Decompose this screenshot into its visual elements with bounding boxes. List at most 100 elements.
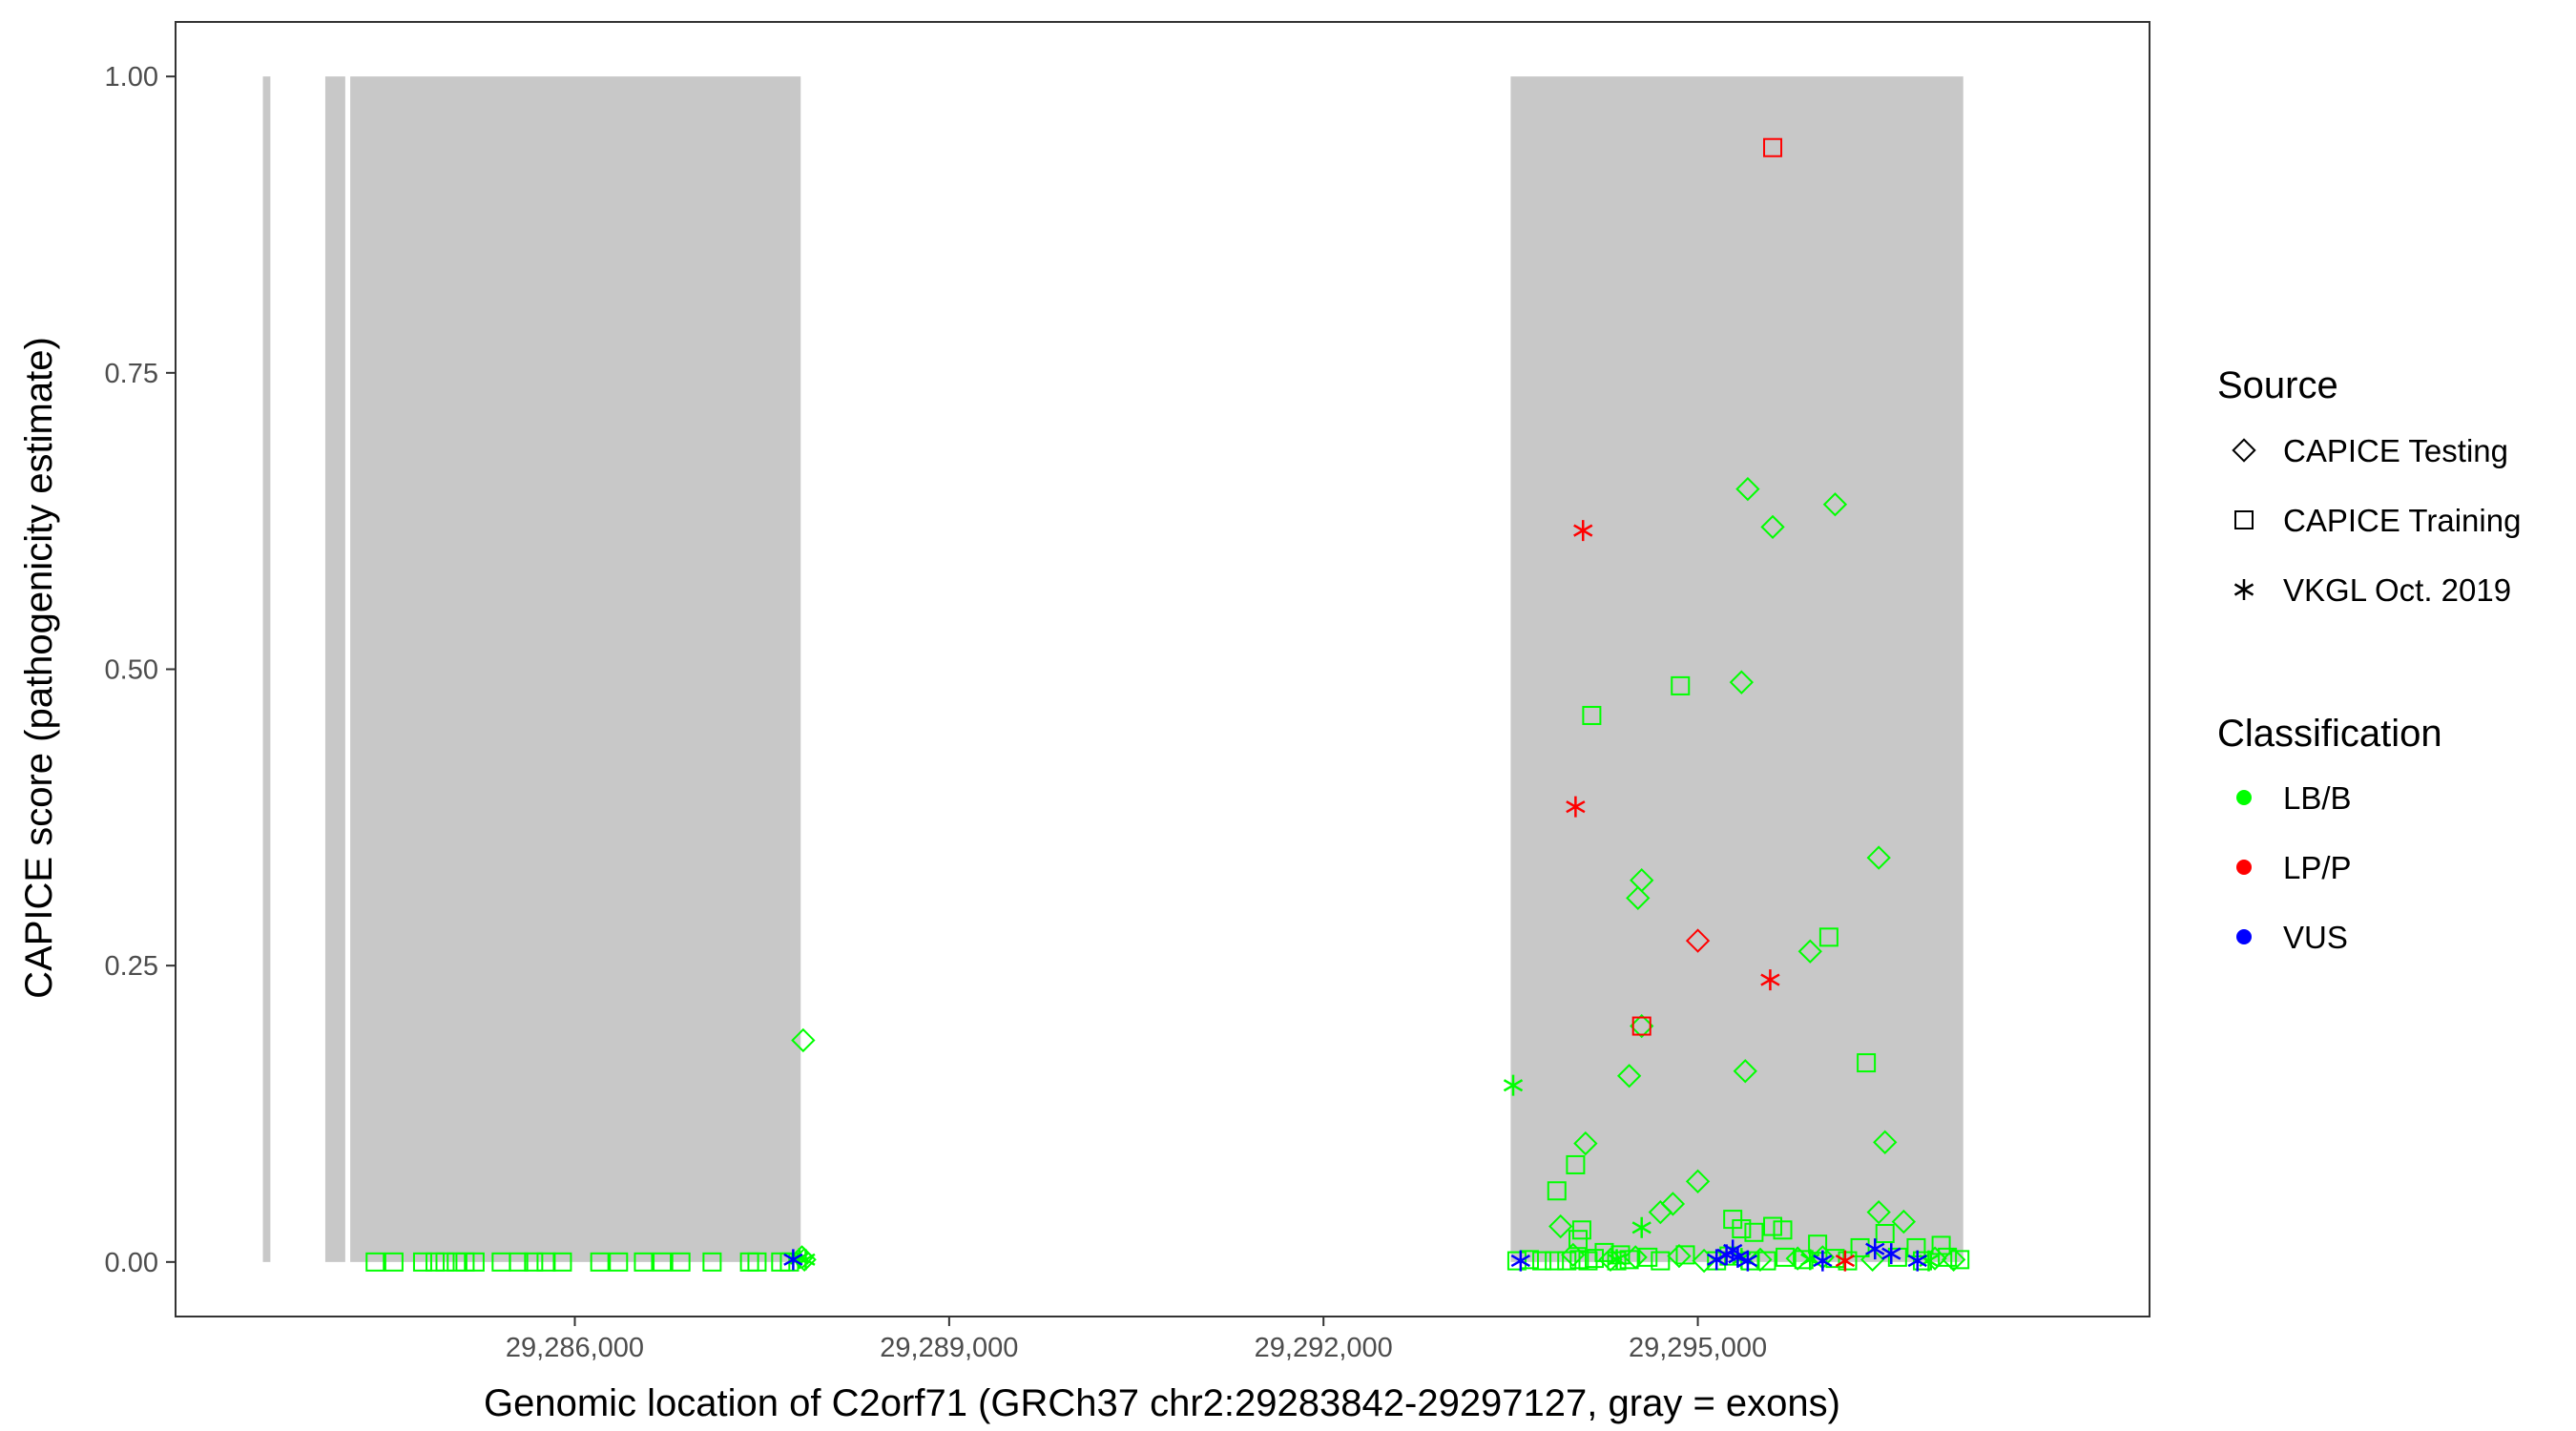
data-point-diamond [1630, 1013, 1654, 1039]
legend-classification-items: LB/B LP/P VUS [2236, 780, 2352, 955]
data-point-square [653, 1252, 673, 1272]
data-point-diamond [1626, 885, 1651, 911]
data-point-square [1931, 1235, 1951, 1255]
y-tick-label: 0.25 [105, 951, 158, 982]
legend-key-color [2236, 929, 2252, 944]
data-point-square [1651, 1251, 1671, 1271]
data-point-square [509, 1252, 529, 1272]
data-point-square [1857, 1053, 1877, 1073]
legend-key-diamond [2232, 438, 2256, 463]
x-tick-label: 29,292,000 [1255, 1333, 1393, 1363]
data-point-square [1773, 1220, 1793, 1240]
data-point-diamond [1822, 492, 1848, 517]
data-point-square [671, 1252, 691, 1272]
data-point-square [384, 1252, 404, 1272]
x-tick-label: 29,289,000 [880, 1333, 1018, 1363]
exon-band-1 [262, 76, 271, 1262]
data-point-diamond [1735, 476, 1760, 502]
data-point-square [609, 1252, 629, 1272]
data-point-square [1638, 1247, 1658, 1267]
data-point-square [412, 1252, 432, 1272]
data-point-diamond [1866, 1199, 1891, 1225]
legend-key-color [2236, 790, 2252, 805]
y-axis: 0.00 0.25 0.50 0.75 1.00 [105, 62, 176, 1278]
data-point-square [1906, 1237, 1926, 1257]
data-point-square [1732, 1219, 1752, 1239]
x-axis-title: Genomic location of C2orf71 (GRCh37 chr2… [484, 1382, 1840, 1424]
data-point-asterisk [1510, 1250, 1531, 1272]
data-point-square [590, 1252, 610, 1272]
data-point-square [1557, 1251, 1577, 1271]
data-point-square [1818, 927, 1839, 947]
data-point-square [747, 1252, 767, 1272]
data-point-square [1582, 705, 1602, 725]
data-point-asterisk [1573, 520, 1593, 542]
data-point-square [1545, 1251, 1565, 1271]
data-point-diamond [1548, 1213, 1573, 1239]
data-point-square [1585, 1249, 1605, 1269]
x-tick-label: 29,286,000 [506, 1333, 644, 1363]
data-point-diamond [1797, 939, 1822, 964]
data-point-square [1756, 1251, 1776, 1271]
data-point-diamond [1685, 1169, 1711, 1193]
data-point-square [435, 1252, 455, 1272]
y-tick-label: 0.75 [105, 359, 158, 389]
legend-label: LB/B [2283, 780, 2352, 816]
data-point-square [465, 1252, 485, 1272]
legend-title-classification: Classification [2217, 713, 2442, 755]
data-point-asterisk [1835, 1250, 1856, 1272]
data-point-square [1568, 1230, 1589, 1250]
data-point-square [365, 1252, 385, 1272]
data-point-square [1566, 1154, 1586, 1174]
data-point-square [702, 1252, 722, 1272]
exon-band-layer [262, 76, 1963, 1262]
data-point-square [1619, 1250, 1639, 1270]
data-point-diamond [1873, 1130, 1898, 1154]
data-point-asterisk [1907, 1250, 1927, 1272]
data-point-square [1506, 1251, 1527, 1271]
data-point-square [524, 1252, 544, 1272]
data-point-diamond [1667, 1243, 1692, 1269]
data-point-diamond [1729, 670, 1755, 695]
data-point-square [1763, 1216, 1783, 1236]
data-point-diamond [1733, 1059, 1757, 1084]
y-tick-label: 1.00 [105, 62, 158, 93]
data-point-diamond [1573, 1130, 1598, 1156]
data-point-diamond [1891, 1209, 1917, 1234]
data-point-square [1547, 1181, 1567, 1201]
data-point-square [634, 1252, 654, 1272]
data-point-square [1850, 1237, 1870, 1257]
data-point-diamond [1648, 1199, 1672, 1225]
data-point-asterisk [783, 1249, 803, 1271]
legend-key-color [2236, 860, 2252, 875]
data-point-square [1532, 1251, 1552, 1271]
data-point-square [552, 1252, 572, 1272]
data-point-diamond [1785, 1246, 1810, 1271]
data-point-square [1808, 1234, 1828, 1255]
data-point-asterisk [1607, 1249, 1627, 1271]
data-point-diamond [1685, 928, 1711, 953]
data-point-square [1631, 1016, 1652, 1036]
legend-title-source: Source [2217, 364, 2338, 406]
legend-label: LP/P [2283, 850, 2352, 885]
data-point-asterisk [1865, 1238, 1885, 1260]
exon-band-4 [1510, 76, 1963, 1262]
data-point-square [1671, 675, 1691, 695]
legend-key-asterisk [2233, 579, 2254, 600]
y-tick-label: 0.00 [105, 1248, 158, 1278]
data-point-asterisk [1728, 1246, 1748, 1268]
data-point-asterisk [1813, 1250, 1833, 1272]
data-point-diamond [1748, 1247, 1773, 1273]
data-point-diamond [791, 1027, 816, 1053]
y-axis-title: CAPICE score (pathogenicity estimate) [18, 337, 60, 999]
x-tick-label: 29,295,000 [1629, 1333, 1767, 1363]
data-point-square [1887, 1247, 1907, 1267]
data-point-asterisk [1737, 1250, 1758, 1272]
data-point-square [1744, 1222, 1764, 1242]
data-point-asterisk [1760, 969, 1780, 991]
data-point-square [1675, 1245, 1695, 1265]
legend: Source CAPICE Testing CAPICE Training VKGL… [2217, 364, 2521, 955]
legend-source-items: CAPICE Testing CAPICE Training VKGL Oct. 2… [2232, 433, 2521, 608]
data-point-asterisk [1503, 1074, 1524, 1096]
